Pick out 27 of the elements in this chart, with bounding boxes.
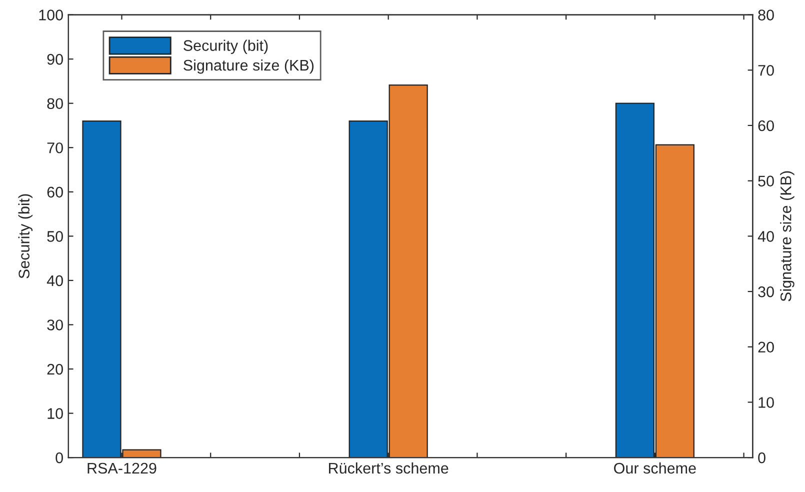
y-axis-title: Security (bit) [18, 194, 33, 278]
y-tick-label: 10 [48, 408, 63, 419]
y2-tick-label: 40 [758, 231, 774, 242]
y-tick-label: 0 [56, 452, 63, 464]
y-tick-label: 90 [47, 54, 63, 65]
y2-tick-label: 10 [758, 397, 774, 408]
y-tick-label: 80 [47, 98, 63, 110]
y-tick-label: 60 [47, 186, 63, 198]
y2-tick-label: 30 [758, 286, 774, 298]
x-tick-label: RSA-1229 [88, 462, 156, 474]
y2-tick-label: 50 [758, 176, 774, 186]
y2-axis-title: Signature size (KB) [780, 171, 794, 302]
y-tick-label: 30 [47, 320, 63, 330]
y2-tick-label: 20 [758, 342, 774, 353]
y2-tick-label: 70 [758, 64, 774, 76]
y2-tick-label: 0 [758, 452, 766, 464]
y2-tick-label: 60 [758, 120, 774, 132]
y-tick-label: 70 [47, 142, 63, 154]
y-tick-label: 40 [46, 275, 63, 286]
x-tick-label: Our scheme [614, 462, 696, 474]
y2-tick-label: 80 [758, 10, 774, 20]
legend-label: Security (bit) [184, 40, 268, 54]
y-tick-label: 100 [39, 10, 63, 20]
x-tick-label: Rückert’s scheme [329, 462, 448, 474]
legend-label: Signature size (KB) [184, 59, 314, 74]
y-tick-label: 50 [47, 231, 63, 242]
y-tick-label: 20 [47, 364, 63, 375]
